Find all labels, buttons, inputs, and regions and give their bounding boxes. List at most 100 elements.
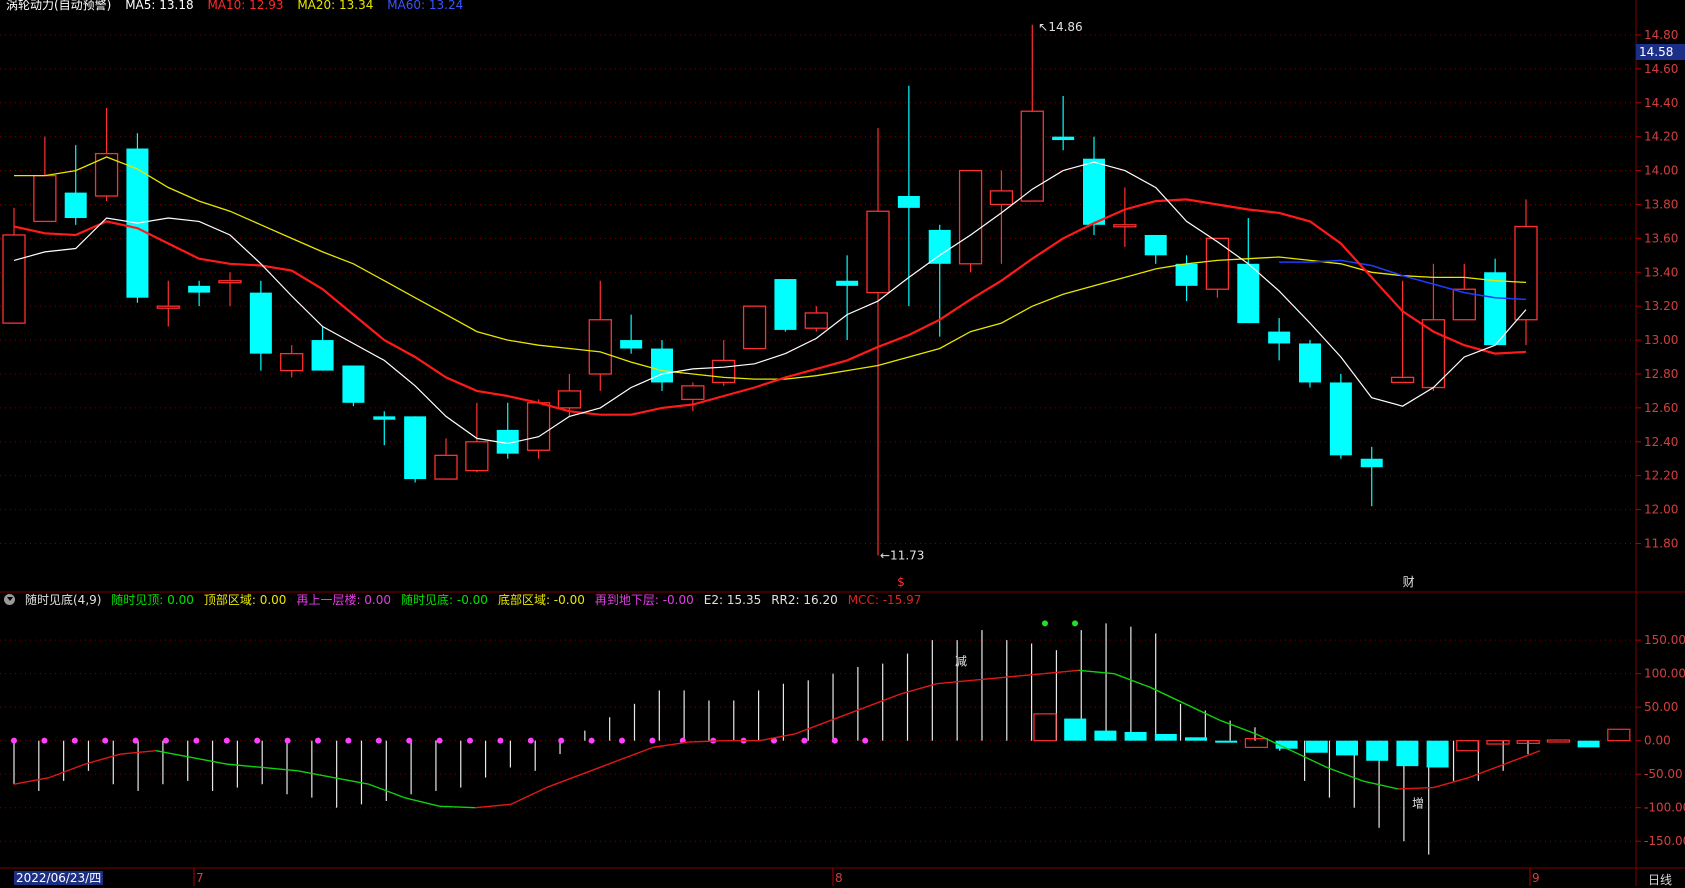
mcc-line-segment [297, 770, 334, 779]
candle-body-up [526, 402, 551, 451]
mcc-line-segment [901, 683, 937, 695]
main-header: 涡轮动力(自动预警) MA5: 13.18 MA10: 12.93 MA20: … [6, 0, 473, 13]
candle-body-down [620, 340, 643, 349]
candle-body-up [33, 174, 57, 223]
month-label: 8 [835, 871, 843, 885]
indicator-box-down [1305, 740, 1328, 753]
mcc-line-segment [1468, 763, 1505, 779]
indicator-box-down [1336, 740, 1358, 756]
candle-body-down [651, 348, 673, 383]
candle-body-down [373, 416, 396, 420]
candle-body-down [774, 279, 797, 330]
indicator-dot [619, 737, 625, 744]
mcc-line-segment [1433, 776, 1470, 789]
indicator-tick-label: -100.00 [1644, 801, 1685, 815]
candle-body-down [311, 340, 334, 371]
mcc-line-segment [510, 786, 547, 805]
indicator-dot [132, 737, 139, 744]
collapse-icon[interactable] [4, 594, 15, 605]
mcc-line-segment [13, 776, 50, 785]
candle-body-up [465, 441, 489, 472]
candle-body-up [804, 312, 828, 329]
indicator-dot [223, 737, 230, 744]
candle-body-down [1052, 136, 1075, 141]
indicator-box-down [1426, 740, 1449, 768]
mcc-line-segment [652, 741, 689, 749]
candle-body-down [836, 280, 859, 286]
indicator-value-8: MCC: -15.97 [847, 593, 922, 607]
indicator-tick-label: 150.00 [1644, 633, 1685, 647]
mcc-line-segment [1078, 669, 1115, 675]
mcc-line-segment [191, 756, 228, 765]
indicator-dot [588, 737, 595, 744]
indicator-dot [254, 737, 261, 744]
mcc-line-segment [368, 783, 405, 799]
mcc-line-segment [865, 693, 902, 708]
candle-body-down [496, 429, 519, 454]
candle-body-up [958, 169, 983, 265]
indicator-dot [375, 737, 382, 744]
indicator-box-down [1215, 740, 1238, 743]
low-label: ←11.73 [880, 548, 924, 562]
candle-body-down [928, 229, 951, 264]
candle-body-up [866, 210, 890, 294]
top-signal-dot [1042, 620, 1048, 627]
candle-body-up [681, 385, 705, 401]
mcc-line-segment [1326, 766, 1363, 782]
price-tick-label: 12.20 [1644, 469, 1678, 483]
month-label: 9 [1532, 871, 1540, 885]
candle-body-up [1020, 110, 1044, 202]
indicator-box-up [1486, 740, 1510, 745]
candle-body-down [1484, 272, 1507, 346]
price-tick-label: 13.20 [1644, 299, 1678, 313]
indicator-value-1: 顶部区域: 0.00 [203, 593, 287, 607]
price-tick-label: 14.40 [1644, 96, 1678, 110]
indicator-dot [771, 737, 777, 744]
candle-body-down [1360, 458, 1383, 468]
indicator-box-up [1456, 740, 1480, 752]
candle-body-down [64, 192, 87, 219]
price-tick-label: 14.80 [1644, 28, 1678, 42]
signal-marker: $ [897, 575, 905, 589]
indicator-title: 随时见底(4,9) [25, 593, 102, 607]
indicator-dot [193, 737, 200, 744]
indicator-value-3: 随时见底: -0.00 [401, 593, 488, 607]
stock-name: 涡轮动力(自动预警) [6, 0, 112, 12]
indicator-box-up [1516, 740, 1540, 744]
mcc-line-segment [1255, 733, 1292, 752]
indicator-dot [11, 737, 17, 744]
mcc-line-segment [226, 763, 263, 769]
indicator-box-up [1033, 713, 1057, 742]
mcc-line-segment [1362, 780, 1399, 790]
indicator-dot [467, 737, 473, 744]
candle-body-down [1237, 263, 1260, 324]
candle-body-up [1514, 225, 1538, 321]
candle-body-down [1268, 331, 1291, 344]
indicator-box-up [1244, 738, 1269, 748]
indicator-box-up [1546, 739, 1571, 743]
candle-body-up [94, 152, 119, 197]
mcc-line-segment [120, 750, 157, 755]
indicator-tick-label: -50.00 [1644, 767, 1683, 781]
indicator-tick-label: 100.00 [1644, 667, 1685, 681]
mcc-line-segment [829, 706, 866, 722]
mcc-line-segment [794, 719, 831, 735]
candle-body-up [1205, 237, 1230, 290]
indicator-dot [497, 737, 504, 744]
ma5-line [13, 161, 1527, 445]
price-tick-label: 12.60 [1644, 401, 1678, 415]
indicator-box-down [1185, 737, 1207, 741]
candle-body-down [342, 365, 365, 403]
candle-body-down [249, 292, 272, 354]
price-tick-label: 12.40 [1644, 435, 1678, 449]
indicator-dot [649, 737, 656, 744]
candle-body-down [1299, 343, 1321, 383]
candle-body-up [588, 319, 612, 375]
month-label: 7 [196, 871, 204, 885]
candle-body-up [1452, 288, 1476, 321]
mcc-line-segment [1007, 672, 1044, 678]
period-label[interactable]: 日线 [1648, 873, 1673, 887]
high-label: ↖14.86 [1038, 20, 1082, 34]
price-tick-label: 14.20 [1644, 130, 1678, 144]
